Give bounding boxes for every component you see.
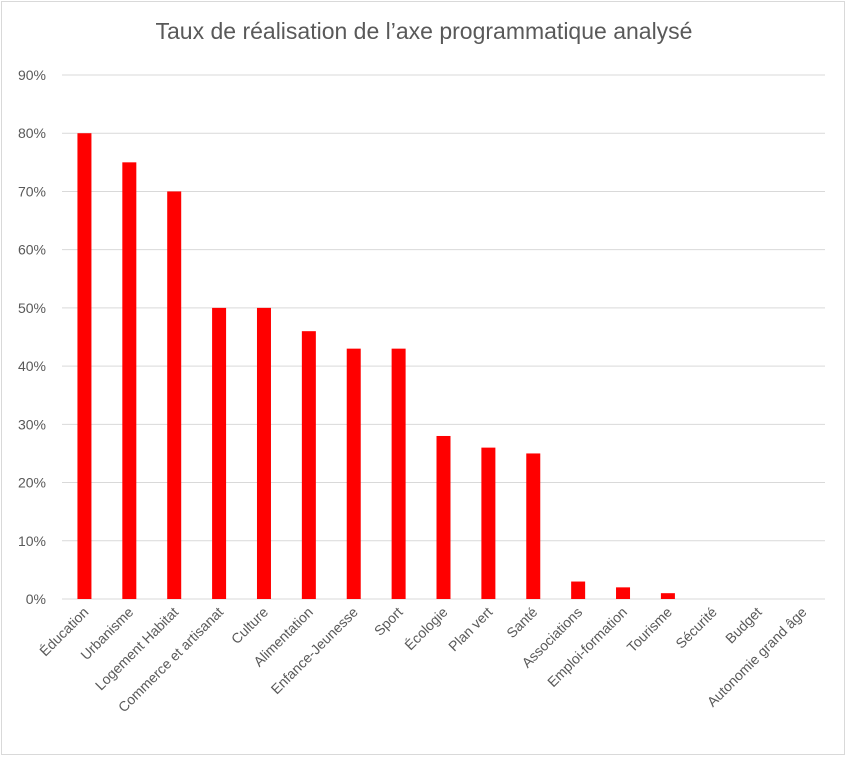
bar (256, 307, 271, 599)
x-category-label: Budget (722, 604, 765, 647)
y-tick-label: 60% (18, 242, 46, 258)
bar (167, 191, 182, 599)
bar (77, 133, 92, 599)
bar (436, 435, 451, 599)
y-tick-label: 0% (26, 591, 46, 607)
x-category-label: Enfance-Jeunesse (268, 604, 361, 697)
bar (616, 587, 631, 599)
x-category-label: Plan vert (445, 604, 495, 654)
bar (122, 162, 137, 600)
x-category-label: Tourisme (624, 604, 676, 656)
y-tick-label: 50% (18, 300, 46, 316)
y-tick-label: 10% (18, 533, 46, 549)
x-category-label: Sécurité (672, 604, 720, 652)
x-category-label: Écologie (401, 604, 450, 653)
x-category-label: Santé (503, 604, 540, 641)
chart-title: Taux de réalisation de l’axe programmati… (155, 18, 693, 44)
y-tick-label: 30% (18, 416, 46, 432)
bar (660, 593, 675, 599)
x-category-label: Logement Habitat (92, 604, 182, 694)
y-tick-label: 40% (18, 358, 46, 374)
bar (212, 307, 227, 599)
bar (571, 581, 586, 599)
x-category-label: Sport (371, 604, 406, 639)
bar (526, 453, 541, 599)
bar (346, 348, 361, 599)
bar (391, 348, 406, 599)
x-category-label: Emploi-formation (544, 604, 630, 690)
y-tick-label: 20% (18, 475, 46, 491)
y-tick-label: 70% (18, 183, 46, 199)
x-category-label: Culture (228, 604, 271, 647)
bar (301, 331, 316, 599)
bar (481, 447, 496, 599)
y-tick-label: 80% (18, 125, 46, 141)
y-tick-label: 90% (18, 67, 46, 83)
